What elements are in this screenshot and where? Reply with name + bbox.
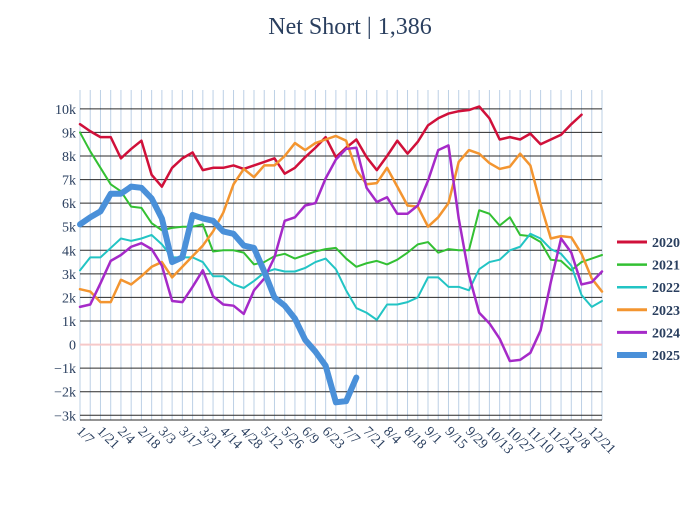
y-tick-label: −3k: [54, 409, 76, 424]
series-line-2023: [78, 134, 604, 304]
legend-label-2024: 2024: [652, 326, 680, 341]
series-line-2020: [78, 105, 583, 188]
legend-label-2020: 2020: [652, 236, 680, 251]
y-tick-label: 7k: [62, 174, 76, 189]
series-line-2025: [77, 183, 360, 406]
y-tick-label: 1k: [62, 315, 76, 330]
series-lines: [77, 105, 604, 406]
y-tick-label: 5k: [62, 221, 76, 236]
y-tick-label: 8k: [62, 150, 76, 165]
y-tick-label: 3k: [62, 268, 76, 283]
y-axis-ticks: −3k −2k −1k 0 1k 2k 3k 4k 5k 6k 7k 8k 9k 10k: [54, 103, 76, 424]
y-tick-label: 10k: [55, 103, 76, 118]
legend-label-2022: 2022: [652, 281, 680, 296]
y-tick-label: 2k: [62, 291, 76, 306]
series-line-2024: [78, 144, 604, 363]
y-tick-label: −1k: [54, 362, 76, 377]
y-tick-label: 4k: [62, 244, 76, 259]
x-tick-label: 1/7: [73, 424, 96, 447]
legend: 2020 2021 2022 2023 2024 2025: [617, 236, 680, 364]
y-tick-label: 6k: [62, 197, 76, 212]
legend-label-2025: 2025: [652, 349, 680, 364]
x-axis-ticks: 1/71/212/42/183/33/173/314/144/285/125/2…: [73, 424, 618, 457]
y-tick-label: −2k: [54, 386, 76, 401]
plot-area: [80, 90, 602, 420]
y-tick-label: 9k: [62, 126, 76, 141]
y-tick-label: 0: [69, 339, 76, 354]
legend-label-2023: 2023: [652, 304, 680, 319]
legend-label-2021: 2021: [652, 259, 680, 274]
chart-title: Net Short | 1,386: [268, 14, 432, 40]
